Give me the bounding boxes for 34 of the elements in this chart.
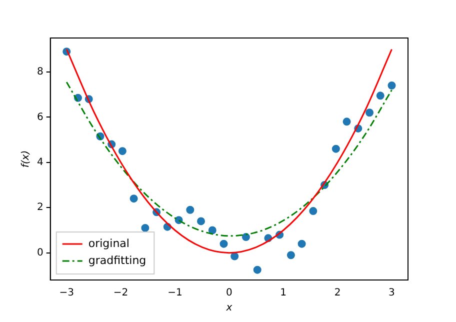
legend-label: original	[88, 236, 130, 250]
y-tick-label: 2	[36, 202, 44, 214]
x-tick-label: −3	[59, 288, 74, 299]
point	[366, 108, 374, 117]
point	[197, 217, 206, 226]
x-tick-label: 0	[226, 288, 232, 299]
point	[286, 251, 295, 260]
x-tick-label: 2	[334, 288, 341, 299]
point	[298, 240, 306, 248]
point	[118, 147, 126, 156]
point	[332, 144, 340, 153]
point	[309, 207, 318, 216]
point	[388, 81, 396, 90]
x-axis-title: x	[225, 302, 232, 314]
x-tick-label: −1	[168, 288, 182, 299]
point	[208, 226, 216, 234]
point	[220, 240, 228, 248]
point	[141, 224, 150, 232]
y-tick-label: 8	[36, 66, 44, 78]
point	[242, 233, 250, 242]
y-axis-title: f(x)	[20, 150, 32, 168]
point	[342, 118, 351, 126]
point	[130, 194, 138, 203]
legend-label: gradfitting	[88, 254, 146, 267]
y-tick-label: 4	[36, 156, 44, 168]
point	[230, 252, 239, 260]
x-tick-label: 1	[280, 288, 287, 299]
y-tick-label: 6	[36, 112, 44, 123]
point	[186, 206, 194, 214]
point	[253, 266, 262, 274]
x-tick-label: 3	[388, 288, 395, 299]
y-tick-label: 0	[36, 247, 44, 258]
x-tick-label: −2	[113, 288, 128, 299]
point	[376, 92, 384, 100]
